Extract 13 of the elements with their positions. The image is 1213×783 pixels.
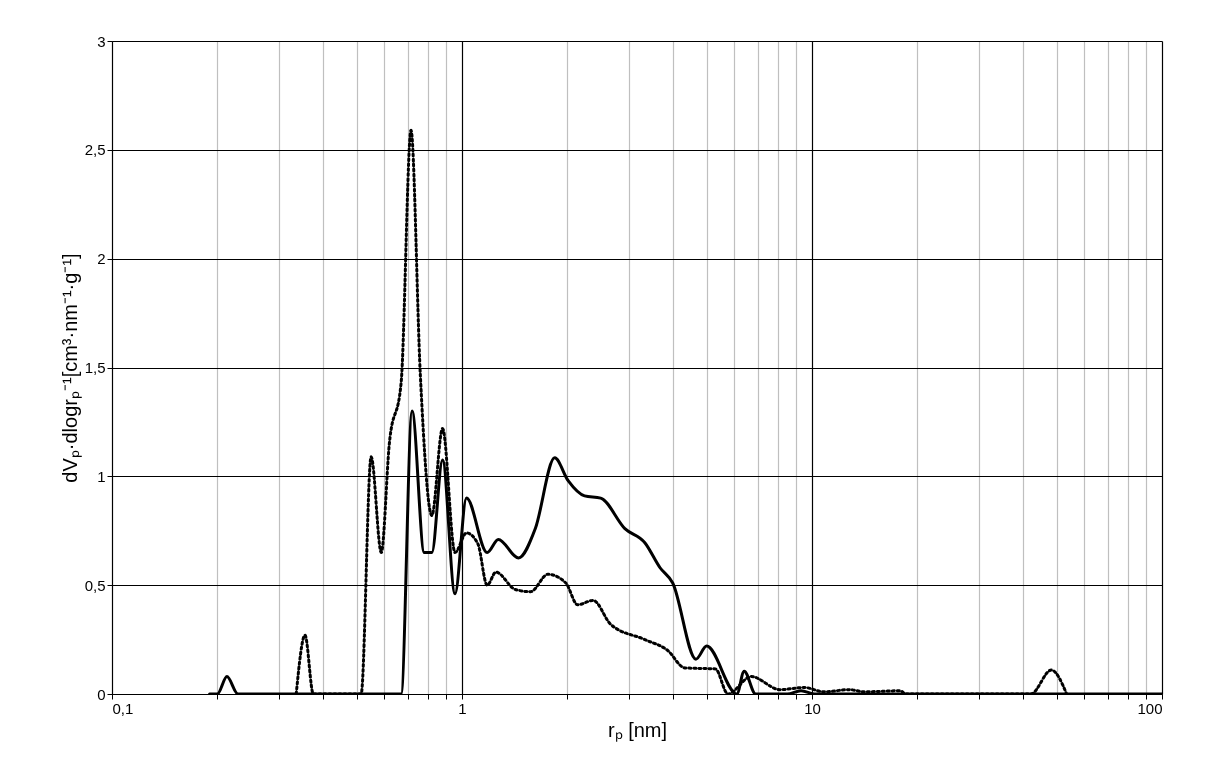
- x-tick-label: 100: [1137, 699, 1163, 717]
- y-tick-label: 2: [97, 250, 106, 268]
- y-tick-label: 0,5: [84, 576, 106, 594]
- y-tick-label: 1,5: [84, 359, 106, 376]
- x-tick-label: 0,1: [112, 699, 134, 717]
- x-axis-title: rₚ [nm]: [607, 718, 668, 742]
- y-tick-label: 2,5: [84, 141, 106, 159]
- y-axis-title: dVₚ·dlogrₚ⁻¹[cm³·nm⁻¹·g⁻¹]: [58, 253, 82, 483]
- x-tick-label: 1: [458, 699, 467, 717]
- y-tick-label: 1: [97, 467, 106, 485]
- x-tick-label: 10: [804, 699, 821, 717]
- y-tick-label: 0: [97, 685, 106, 703]
- y-tick-label: 3: [97, 32, 106, 50]
